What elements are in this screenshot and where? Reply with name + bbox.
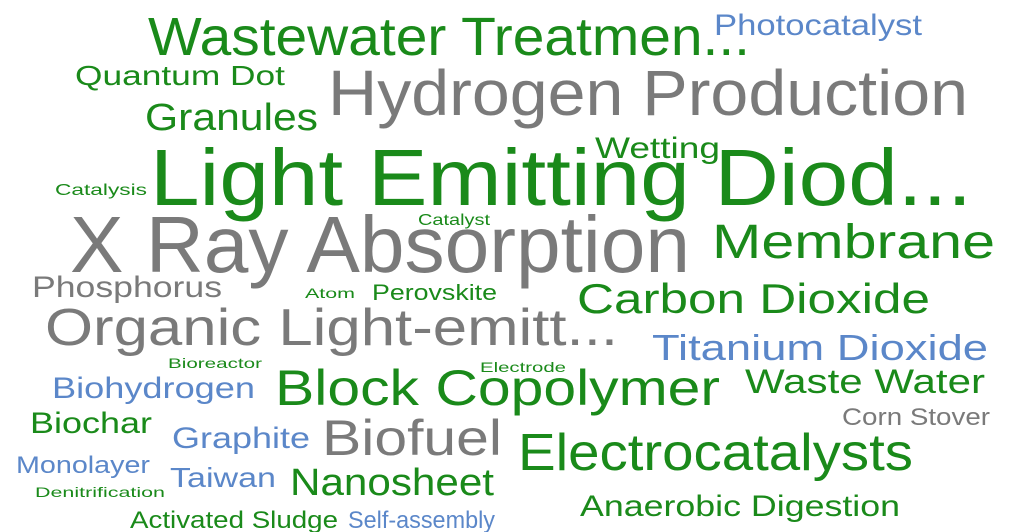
word: Biofuel — [322, 410, 502, 466]
word: Perovskite — [372, 280, 497, 305]
word: Atom — [305, 285, 355, 301]
word: Titanium Dioxide — [652, 327, 988, 368]
word: Corn Stover — [842, 404, 990, 431]
word: Electrocatalysts — [518, 424, 913, 482]
word: Quantum Dot — [75, 60, 285, 91]
word: Carbon Dioxide — [577, 275, 930, 322]
word: Biochar — [30, 407, 152, 440]
word: Denitrification — [35, 484, 165, 500]
word: Hydrogen Production — [328, 57, 968, 129]
word: Catalysis — [55, 182, 147, 199]
word: X Ray Absorption — [70, 200, 690, 289]
word: Graphite — [172, 422, 310, 455]
word: Membrane — [712, 216, 995, 269]
word: Electrode — [480, 359, 566, 375]
word: Waste Water — [745, 363, 985, 401]
word: Organic Light-emitt... — [45, 299, 618, 357]
word: Bioreactor — [168, 355, 262, 371]
word: Phosphorus — [32, 271, 222, 304]
word: Activated Sludge — [130, 507, 338, 532]
word: Photocatalyst — [714, 9, 923, 42]
word: Self-assembly — [348, 507, 495, 532]
word: Granules — [145, 97, 318, 139]
word: Biohydrogen — [52, 372, 255, 405]
word: Catalyst — [418, 212, 491, 229]
word: Wetting — [595, 132, 720, 165]
word: Monolayer — [16, 452, 150, 479]
word: Taiwan — [170, 462, 276, 493]
word: Light Emitting Diod... — [150, 133, 972, 222]
word: Wastewater Treatmen... — [148, 7, 750, 67]
word: Anaerobic Digestion — [580, 490, 900, 523]
word: Nanosheet — [290, 462, 494, 504]
word: Block Copolymer — [275, 360, 720, 416]
